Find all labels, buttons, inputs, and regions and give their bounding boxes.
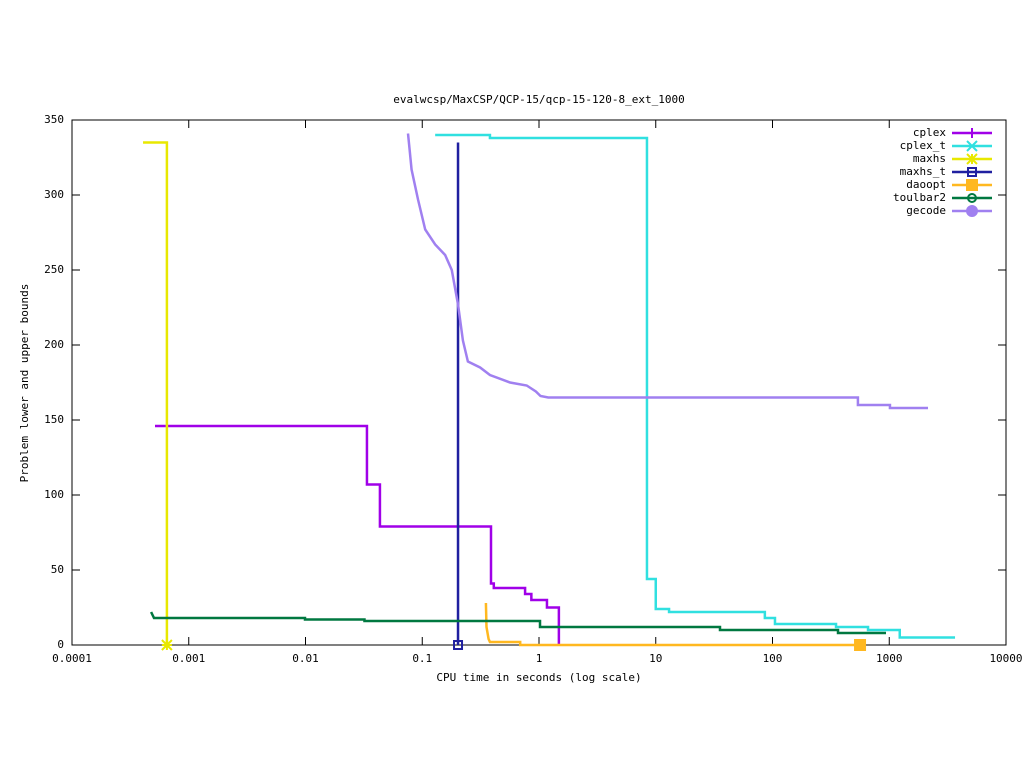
x-tick-label: 1 (536, 652, 543, 665)
legend-point (967, 128, 977, 138)
point (453, 640, 464, 650)
y-tick-label: 200 (44, 338, 64, 351)
x-tick-label: 10000 (989, 652, 1022, 665)
x-tick-label: 0.01 (292, 652, 319, 665)
legend-point (966, 179, 978, 191)
legend-label: toulbar2 (893, 191, 946, 204)
y-tick-label: 0 (57, 638, 64, 651)
x-tick-label: 10 (649, 652, 662, 665)
series-line (155, 424, 561, 645)
legend-point (967, 167, 977, 177)
legend-label: gecode (906, 204, 946, 217)
legend-point (966, 140, 978, 152)
y-tick-label: 100 (44, 488, 64, 501)
legend-label: maxhs (913, 152, 946, 165)
x-tick-label: 0.001 (172, 652, 205, 665)
x-tick-label: 100 (763, 652, 783, 665)
x-tick-label: 1000 (876, 652, 903, 665)
y-tick-label: 300 (44, 188, 64, 201)
x-tick-label: 0.0001 (52, 652, 92, 665)
x-axis-label: CPU time in seconds (log scale) (436, 671, 641, 684)
point (161, 639, 173, 651)
y-tick-label: 50 (51, 563, 64, 576)
legend-point (967, 193, 977, 203)
y-tick-label: 250 (44, 263, 64, 276)
legend-point (966, 205, 978, 217)
legend-label: cplex (913, 126, 946, 139)
series-line (484, 602, 861, 647)
series-line (143, 141, 169, 645)
legend-label: cplex_t (900, 139, 946, 152)
series-line (149, 611, 887, 635)
legend-point (966, 153, 978, 165)
legend-label: daoopt (906, 178, 946, 191)
legend-label: maxhs_t (900, 165, 946, 178)
y-axis-label: Problem lower and upper bounds (18, 284, 31, 483)
chart-title: evalwcsp/MaxCSP/QCP-15/qcp-15-120-8_ext_… (393, 93, 684, 106)
x-tick-label: 0.1 (412, 652, 432, 665)
series-line (435, 133, 956, 639)
y-tick-label: 350 (44, 113, 64, 126)
y-tick-label: 150 (44, 413, 64, 426)
series-line (406, 133, 929, 410)
point (854, 639, 867, 651)
